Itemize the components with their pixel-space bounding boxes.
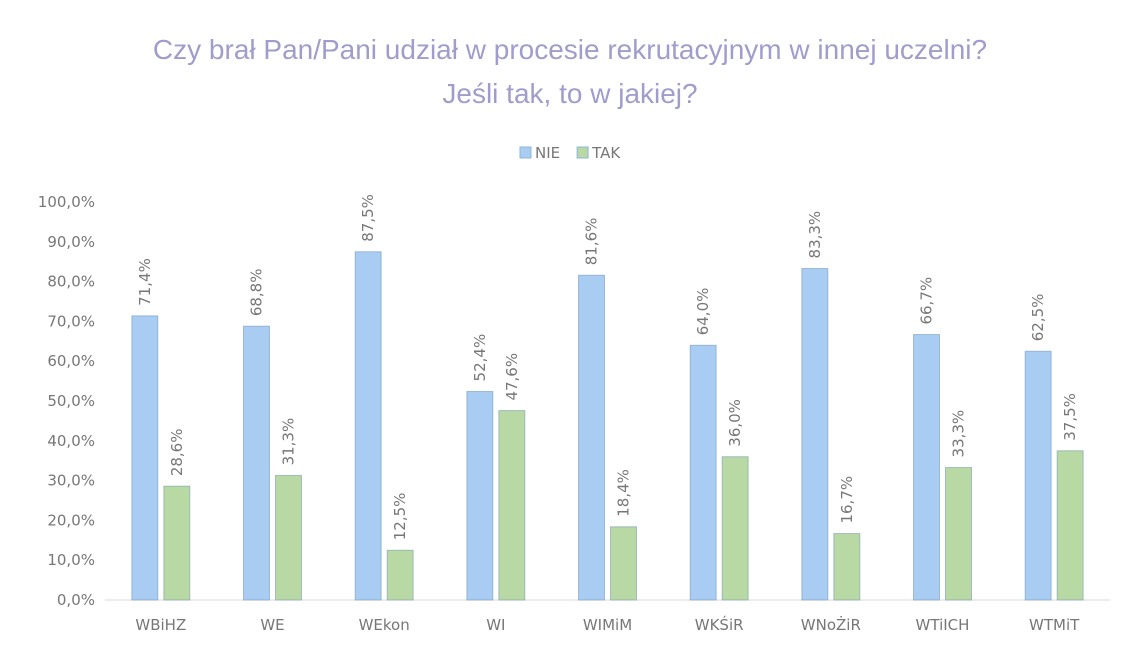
bar bbox=[578, 274, 605, 601]
bar bbox=[163, 485, 191, 601]
data-label: 68,8% bbox=[248, 269, 266, 317]
data-label: 12,5% bbox=[391, 493, 409, 541]
bar bbox=[131, 315, 159, 601]
data-label: 52,4% bbox=[471, 334, 489, 382]
y-tick-label: 40,0% bbox=[47, 432, 95, 450]
bar bbox=[354, 251, 382, 601]
y-tick-label: 30,0% bbox=[47, 472, 95, 490]
bar bbox=[498, 410, 526, 601]
data-label: 28,6% bbox=[168, 429, 186, 477]
y-tick-label: 90,0% bbox=[47, 233, 95, 251]
bar bbox=[1056, 450, 1084, 601]
bar bbox=[386, 549, 414, 601]
data-label: 83,3% bbox=[806, 211, 824, 259]
data-label: 62,5% bbox=[1029, 294, 1047, 342]
x-tick-label: WKŚiR bbox=[695, 615, 744, 634]
y-tick-label: 60,0% bbox=[47, 352, 95, 370]
bar bbox=[610, 526, 637, 601]
data-label: 66,7% bbox=[918, 277, 936, 325]
x-tick-label: WE bbox=[260, 616, 284, 634]
y-tick-label: 70,0% bbox=[47, 312, 95, 330]
y-tick-label: 20,0% bbox=[47, 511, 95, 529]
x-tick-label: WEkon bbox=[359, 616, 410, 634]
bar bbox=[1024, 350, 1052, 601]
x-tick-label: WBiHZ bbox=[135, 616, 186, 634]
x-tick-label: WTiICH bbox=[916, 616, 970, 634]
x-tick-label: WTMiT bbox=[1029, 616, 1080, 634]
data-label: 31,3% bbox=[280, 418, 298, 466]
x-tick-label: WNoŻiR bbox=[801, 615, 861, 634]
data-label: 81,6% bbox=[583, 218, 601, 266]
data-label: 47,6% bbox=[503, 353, 521, 401]
bar bbox=[466, 390, 494, 601]
data-label: 87,5% bbox=[359, 194, 377, 242]
chart-title: Czy brał Pan/Pani udział w procesie rekr… bbox=[152, 34, 988, 109]
bar bbox=[913, 334, 940, 601]
legend-swatch bbox=[576, 146, 589, 159]
data-label: 37,5% bbox=[1061, 393, 1079, 441]
legend-swatch bbox=[519, 146, 532, 159]
y-tick-label: 10,0% bbox=[47, 551, 95, 569]
legend-label: TAK bbox=[591, 144, 621, 162]
data-label: 33,3% bbox=[950, 410, 968, 458]
y-tick-label: 80,0% bbox=[47, 273, 95, 291]
bar bbox=[689, 344, 717, 601]
data-label: 64,0% bbox=[694, 288, 712, 336]
bar bbox=[801, 267, 829, 601]
x-tick-label: WIMiM bbox=[583, 616, 632, 634]
y-tick-label: 100,0% bbox=[38, 193, 95, 211]
data-label: 71,4% bbox=[136, 258, 154, 306]
bar bbox=[275, 474, 302, 601]
y-tick-label: 50,0% bbox=[47, 392, 95, 410]
data-label: 18,4% bbox=[615, 469, 633, 517]
data-label: 36,0% bbox=[726, 399, 744, 447]
x-tick-label: WI bbox=[486, 616, 505, 634]
bar bbox=[833, 533, 861, 601]
bar bbox=[243, 325, 270, 601]
bar bbox=[945, 466, 972, 601]
data-label: 16,7% bbox=[838, 476, 856, 524]
legend-label: NIE bbox=[535, 144, 560, 162]
y-tick-label: 0,0% bbox=[57, 591, 95, 609]
bar bbox=[721, 456, 749, 601]
